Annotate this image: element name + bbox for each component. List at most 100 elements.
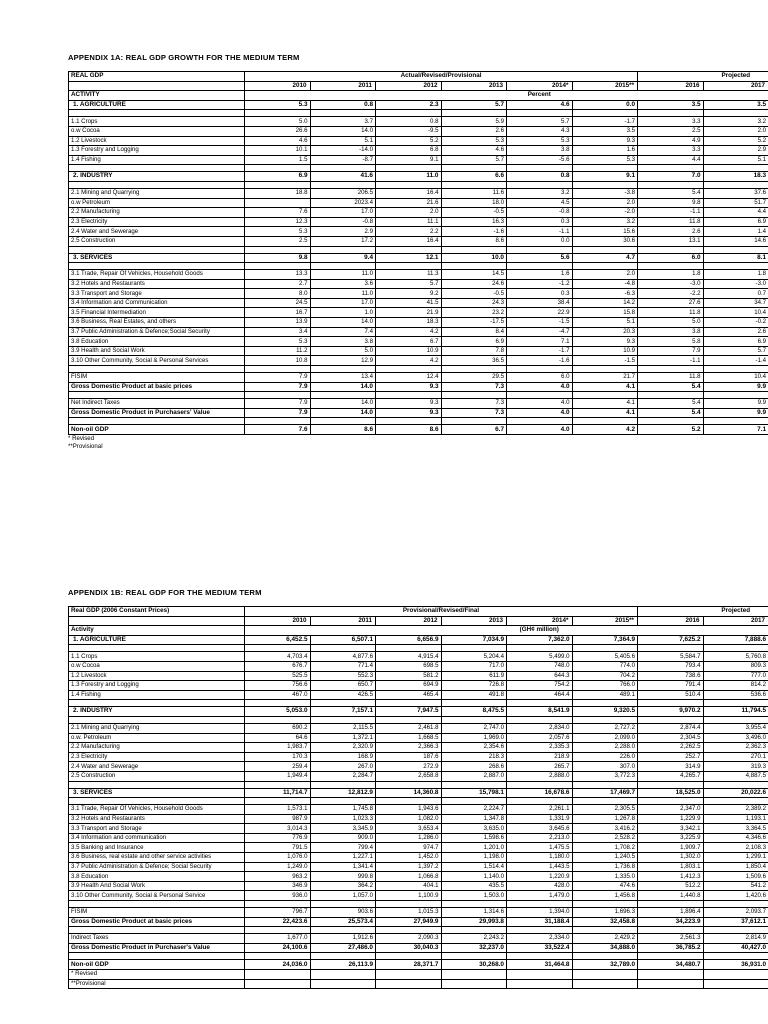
spacer-cell [68,365,245,374]
table-row: 2.2 Manufacturing 1,983.7 2,320.9 2,366.3 2,… [68,742,768,753]
row-value: 5.3 [244,99,311,111]
table-row: 3.1 Trade, Repair Of Vehicles, Household… [68,804,768,815]
group-header-actual: Provisional/Revised/Final [243,606,639,617]
row-value: 3.3 [637,116,704,127]
spacer-cell [375,391,442,400]
row-value: 14.0 [309,407,376,419]
spacer-cell [702,391,768,400]
row-value: 2,288.0 [571,742,639,753]
table-spacer-row [68,262,768,271]
spacer-cell [375,417,442,426]
row-value: 10.9 [571,345,639,357]
table-spacer-row [68,952,768,961]
row-value: 4.0 [506,424,573,435]
row-value: -1.1 [637,355,704,367]
spacer-cell [440,699,507,708]
spacer-cell [375,780,442,789]
row-value: 3.6 [309,278,376,290]
row-value: 2,334.0 [506,933,573,944]
table-row: 3.6 Business, Real Estates, and others 13… [68,317,768,328]
row-value: 7.3 [440,398,507,409]
row-value: 206.5 [309,187,376,199]
row-value: -2.0 [571,207,639,218]
table-row: 1.3 Forestry and Logging 10.1 -14.0 6.8 4.6 3… [68,145,768,156]
row-value: 5.7 [702,345,768,357]
row-value: 1,267.8 [571,813,639,825]
footnote-provisional: **Provisional [68,443,103,451]
spacer-cell [309,180,376,189]
table-row: FISIM 796.7 903.6 1,015.3 1,314.6 1,394.0 1,69… [68,907,768,918]
row-value: -17.5 [440,317,507,328]
table-spacer-row [68,715,768,724]
row-label: Non-oil GDP [68,959,245,970]
row-value: 9.9 [702,407,768,419]
table-row: 3.8 Education 963.2 999.8 1,066.8 1,140.0 1,2… [68,871,768,882]
spacer-cell [440,900,507,909]
row-value: 11.0 [375,171,442,182]
row-value: 6,452.5 [244,634,311,646]
spacer-cell [244,365,311,374]
row-value: 754.2 [506,680,573,691]
row-value: 21.7 [571,372,639,383]
row-value: 36.5 [440,355,507,367]
row-value: 2,528.2 [571,832,639,844]
spacer-cell [506,109,573,118]
row-value: 64.6 [244,732,311,744]
row-value: 1,509.6 [702,871,768,882]
footnote-cell [440,978,507,990]
row-value: 9.3 [375,398,442,409]
row-value: 5.1 [702,154,768,166]
table-header-groups: REAL GDP Actual/Revised/Provisional Projec… [68,71,768,82]
row-value: 37,612.1 [702,916,768,928]
spacer-cell [506,245,573,254]
year-header-2: 2012 [375,80,442,92]
row-value: 5.4 [637,407,704,419]
row-value: -1.5 [506,317,573,328]
spacer-cell [637,900,704,909]
row-value: 8,475.5 [440,706,507,717]
row-value: 10.1 [244,145,311,156]
spacer-cell [309,797,376,806]
spacer-cell [440,391,507,400]
row-label: o.w. Petroleum [68,732,245,744]
table-row: 2.1 Mining and Quarrying 18.8 206.5 16.4 11.… [68,187,768,199]
appendix-1a-block: APPENDIX 1A: REAL GDP GROWTH FOR THE MED… [68,53,768,451]
row-value: 2,057.6 [506,732,573,744]
row-value: 7,362.0 [506,634,573,646]
row-value: 2.2 [375,226,442,237]
row-value: -1.6 [506,355,573,367]
row-value: 4.2 [571,424,639,435]
row-value: 717.0 [440,660,507,672]
row-value: -1.7 [506,345,573,357]
spacer-cell [506,699,573,708]
row-value: 2,305.5 [571,804,639,815]
row-value: -3.0 [702,278,768,290]
row-value: 9.3 [375,381,442,393]
row-value: 7.6 [244,207,311,218]
row-value: 2,093.7 [702,907,768,918]
table-row: 3.3 Transport and Storage 8.0 11.0 9.2 -0.5 0… [68,288,768,299]
row-value: 11.8 [637,307,704,319]
row-value: 491.8 [440,689,507,701]
row-label: 1. AGRICULTURE [68,99,245,111]
table-row: 2. INDUSTRY6.941.611.06.60.89.17.018.314… [68,171,768,182]
spacer-cell [440,245,507,254]
row-label: Gross Domestic Product at basic prices [68,916,245,928]
row-value: 796.7 [244,907,311,918]
row-value: 7.4 [309,326,376,338]
row-label: 3.10 Other Community, Social & Personal … [68,890,245,902]
row-value: 2,115.5 [309,722,376,734]
row-label: 3. SERVICES [68,252,245,264]
spacer-cell [702,180,768,189]
spacer-cell [244,245,311,254]
spacer-cell [506,164,573,173]
row-value: 2.6 [637,226,704,237]
row-value: 6.9 [440,336,507,347]
spacer-cell [702,262,768,271]
footnote-cell [506,969,573,980]
row-value: 467.0 [244,689,311,701]
row-value: 1,140.0 [440,871,507,882]
spacer-cell [244,644,311,653]
row-value: 307.0 [571,761,639,772]
